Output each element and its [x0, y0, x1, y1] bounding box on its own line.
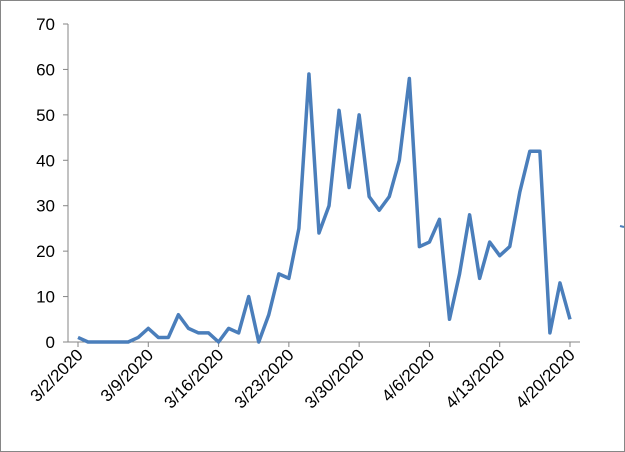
y-tick-label: 30 — [36, 197, 55, 216]
y-tick-label: 60 — [36, 60, 55, 79]
data-line — [77, 72, 572, 344]
y-tick-label: 10 — [36, 288, 55, 307]
y-tick-label: 20 — [36, 242, 55, 261]
y-tick-label: 40 — [36, 151, 55, 170]
decor — [619, 225, 625, 228]
y-tick-label: 0 — [46, 333, 55, 352]
y-tick-label: 70 — [36, 15, 55, 34]
y-tick-label: 50 — [36, 106, 55, 125]
